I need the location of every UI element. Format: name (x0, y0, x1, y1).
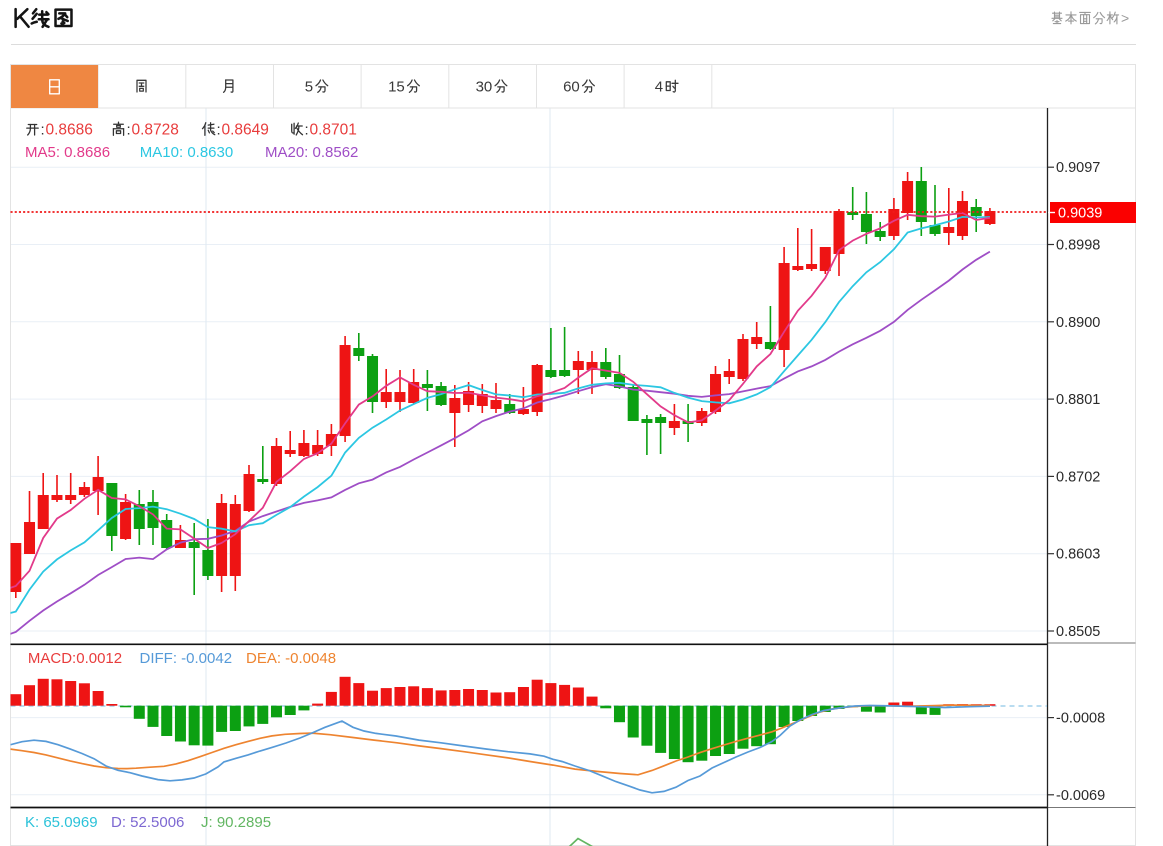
svg-text:MACD:0.0012: MACD:0.0012 (28, 650, 122, 667)
svg-text:J: 90.2895: J: 90.2895 (201, 814, 271, 831)
svg-text:0.8505: 0.8505 (1056, 624, 1100, 640)
svg-text:0.8801: 0.8801 (1056, 392, 1100, 408)
svg-text:DEA: -0.0048: DEA: -0.0048 (246, 650, 336, 667)
svg-text:DIFF: -0.0042: DIFF: -0.0042 (140, 650, 233, 667)
svg-text:60: 60 (563, 79, 580, 96)
svg-text:D: 52.5006: D: 52.5006 (111, 814, 184, 831)
svg-text::: : (41, 122, 45, 139)
svg-text:-0.0069: -0.0069 (1056, 788, 1105, 804)
svg-text:0.9039: 0.9039 (1058, 206, 1102, 222)
svg-text:0.9097: 0.9097 (1056, 160, 1100, 176)
svg-text:MA5: 0.8686: MA5: 0.8686 (25, 144, 110, 161)
svg-text:>: > (1121, 10, 1129, 26)
svg-text:K: 65.0969: K: 65.0969 (25, 814, 98, 831)
svg-text:0.8686: 0.8686 (46, 122, 93, 139)
svg-text:4: 4 (655, 79, 663, 96)
svg-text:MA20: 0.8562: MA20: 0.8562 (265, 144, 358, 161)
svg-text:0.8998: 0.8998 (1056, 238, 1100, 254)
svg-text:30: 30 (476, 79, 493, 96)
svg-text:0.8900: 0.8900 (1056, 315, 1100, 331)
svg-text:0.8702: 0.8702 (1056, 469, 1100, 485)
svg-text:0.8728: 0.8728 (132, 122, 179, 139)
svg-text:-0.0008: -0.0008 (1056, 711, 1105, 727)
svg-text::: : (217, 122, 221, 139)
svg-text:0.8649: 0.8649 (222, 122, 269, 139)
svg-text:5: 5 (305, 79, 313, 96)
svg-text::: : (127, 122, 131, 139)
svg-text:0.8701: 0.8701 (310, 122, 357, 139)
svg-text::: : (305, 122, 309, 139)
svg-text:MA10: 0.8630: MA10: 0.8630 (140, 144, 233, 161)
svg-text:0.8603: 0.8603 (1056, 547, 1100, 563)
svg-text:15: 15 (388, 79, 405, 96)
